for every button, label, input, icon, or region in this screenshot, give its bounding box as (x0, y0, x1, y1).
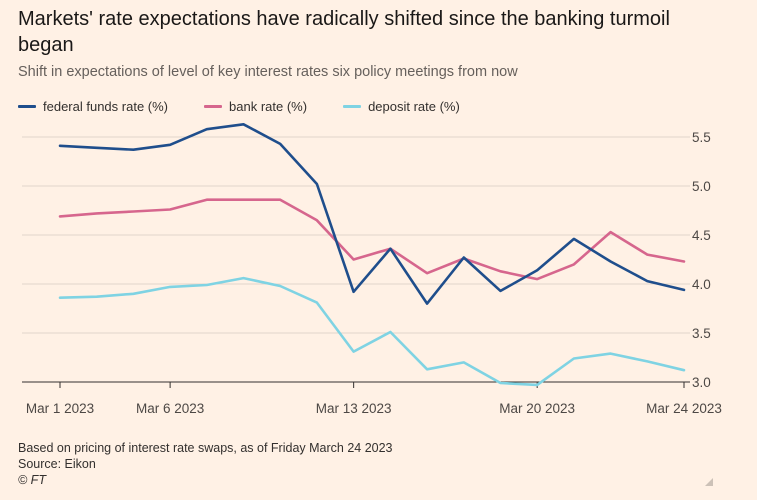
chart-subtitle: Shift in expectations of level of key in… (18, 64, 518, 80)
series-line-federal-funds (58, 123, 686, 305)
x-tick-label: Mar 1 2023 (26, 401, 94, 416)
series-line-deposit (58, 276, 686, 387)
chart-title: Markets' rate expectations have radicall… (18, 8, 670, 56)
legend-item-federal-funds: federal funds rate (%) (18, 99, 168, 114)
legend-label-bank: bank rate (%) (229, 98, 308, 114)
y-tick-label: 4.5 (692, 228, 711, 243)
x-tick-label: Mar 13 2023 (316, 401, 392, 416)
legend-label-deposit: deposit rate (%) (368, 98, 460, 114)
footnote: Based on pricing of interest rate swaps,… (18, 441, 393, 455)
legend-item-bank: bank rate (%) (204, 99, 307, 114)
legend-swatch-bank (204, 104, 223, 108)
source-note: Source: Eikon (18, 457, 96, 471)
legend: federal funds rate (%) bank rate (%) dep… (18, 97, 496, 115)
ft-credit: © FT (18, 473, 46, 487)
y-tick-label: 3.5 (692, 326, 711, 341)
x-tick-label: Mar 6 2023 (136, 401, 204, 416)
footer: Based on pricing of interest rate swaps,… (18, 440, 393, 488)
y-tick-label: 5.5 (692, 130, 711, 145)
y-tick-label: 5.0 (692, 179, 711, 194)
line-chart: 3.0 3.5 4.0 4.5 5.0 5.5 Mar 1 2023 Mar 6 2023 Ma… (22, 123, 722, 416)
legend-swatch-deposit (343, 104, 362, 108)
legend-label-federal-funds: federal funds rate (%) (43, 98, 169, 114)
x-tick-label: Mar 24 2023 (646, 401, 722, 416)
legend-swatch-federal-funds (18, 104, 36, 108)
y-tick-label: 4.0 (692, 277, 711, 292)
series-line-bank (58, 198, 686, 281)
legend-item-deposit: deposit rate (%) (343, 99, 460, 114)
y-tick-label: 3.0 (692, 375, 711, 390)
resize-corner-icon (705, 478, 713, 486)
x-tick-label: Mar 20 2023 (499, 401, 575, 416)
